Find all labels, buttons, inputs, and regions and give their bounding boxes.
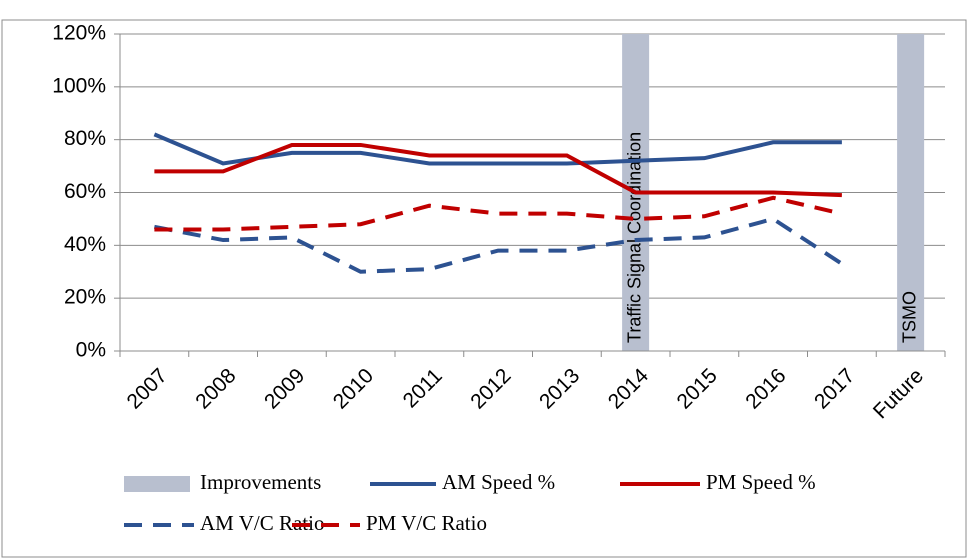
y-tick-label: 100%	[52, 74, 106, 97]
y-tick-label: 120%	[52, 22, 106, 45]
x-tick-label: 2013	[535, 364, 584, 413]
bar	[897, 34, 925, 351]
legend-label: AM V/C Ratio	[200, 511, 324, 535]
legend-label: AM Speed %	[442, 470, 555, 494]
x-tick-label: 2017	[810, 364, 859, 413]
annotation: Traffic Signal Coordination	[624, 132, 644, 343]
legend-swatch	[124, 476, 190, 492]
annotation: TSMO	[899, 291, 919, 343]
legend-label: Improvements	[200, 470, 321, 494]
legend-label: PM Speed %	[706, 470, 816, 494]
y-tick-label: 40%	[64, 233, 106, 256]
x-tick-label: Future	[869, 364, 928, 423]
chart-frame	[1, 19, 967, 558]
line-series	[154, 195, 843, 232]
line-series	[153, 216, 843, 274]
x-tick-label: 2010	[329, 364, 378, 413]
y-tick-label: 80%	[64, 127, 106, 150]
x-tick-label: 2008	[191, 364, 240, 413]
x-tick-label: 2015	[673, 364, 722, 413]
y-tick-label: 60%	[64, 180, 106, 203]
line-series	[154, 142, 842, 198]
x-tick-label: 2016	[741, 364, 790, 413]
y-tick-label: 20%	[64, 286, 106, 309]
x-tick-label: 2009	[260, 364, 309, 413]
line-series	[153, 132, 842, 166]
x-tick-label: 2011	[399, 364, 447, 412]
x-tick-label: 2014	[604, 364, 654, 414]
legend-label: PM V/C Ratio	[366, 511, 487, 535]
x-tick-label: 2012	[466, 364, 515, 413]
y-tick-label: 0%	[76, 339, 106, 362]
x-tick-label: 2007	[123, 364, 172, 413]
